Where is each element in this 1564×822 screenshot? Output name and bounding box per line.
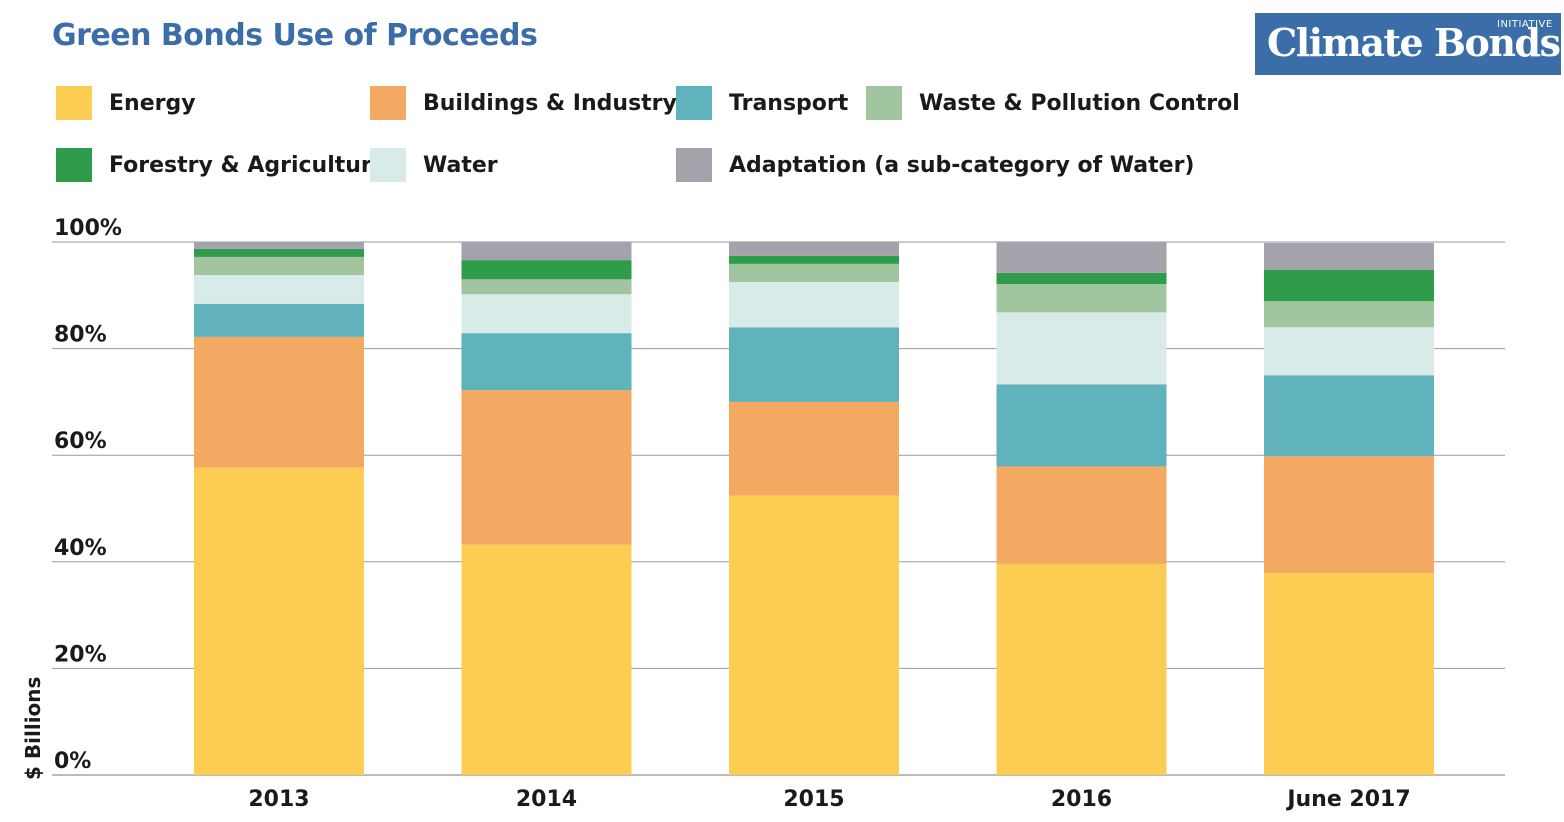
x-tick-label: June 2017 <box>1285 787 1410 812</box>
legend-item-water: Water <box>370 148 498 182</box>
bar-buildings-industry-2013 <box>194 336 364 468</box>
bar-waste-pollution-control-2013 <box>194 256 364 276</box>
bar-transport-2015 <box>729 327 899 402</box>
x-tick-label: 2016 <box>1051 787 1112 812</box>
legend-swatch-waste-pollution <box>866 86 902 120</box>
legend-swatch-adaptation <box>676 148 712 182</box>
logo-subtext: INITIATIVE <box>1497 19 1553 30</box>
legend-label-buildings-industry: Buildings & Industry <box>423 90 677 116</box>
x-tick-label: 2013 <box>248 787 309 812</box>
bar-forestry-agriculture-2015 <box>729 255 899 264</box>
bar-buildings-industry-2016 <box>996 466 1167 564</box>
bar-adaptation-a-sub-category-of-water-2015 <box>729 242 899 256</box>
bars <box>194 241 1434 775</box>
y-axis-ticks: 0% 20% 40% 60% 80% 100% <box>54 216 122 774</box>
legend-label-water: Water <box>423 152 498 178</box>
bar-waste-pollution-control-2015 <box>729 263 899 282</box>
bar-buildings-industry-2015 <box>729 401 899 496</box>
bar-energy-2013 <box>194 467 364 775</box>
bar-adaptation-a-sub-category-of-water-2016 <box>996 242 1167 273</box>
legend-item-buildings-industry: Buildings & Industry <box>370 86 677 120</box>
bar-forestry-agriculture-2013 <box>194 248 364 257</box>
y-tick-label: 20% <box>54 642 107 667</box>
bar-waste-pollution-control-2014 <box>461 279 632 295</box>
bar-water-2016 <box>996 312 1167 385</box>
bar-adaptation-a-sub-category-of-water-2014 <box>461 242 632 261</box>
x-tick-label: 2015 <box>783 787 844 812</box>
legend-swatch-buildings-industry <box>370 86 406 120</box>
bar-energy-june-2017 <box>1264 572 1434 775</box>
legend-swatch-transport <box>676 86 712 120</box>
bar-waste-pollution-control-2016 <box>996 284 1167 313</box>
bar-forestry-agriculture-2016 <box>996 272 1167 285</box>
legend-label-energy: Energy <box>109 90 196 116</box>
climate-bonds-logo: Climate Bonds INITIATIVE <box>1255 13 1561 75</box>
bar-water-june-2017 <box>1264 327 1434 376</box>
legend-item-waste-pollution: Waste & Pollution Control <box>866 86 1240 120</box>
bar-waste-pollution-control-june-2017 <box>1264 301 1434 328</box>
bar-transport-2016 <box>996 384 1167 467</box>
bar-water-2015 <box>729 281 899 328</box>
legend-swatch-forestry-agriculture <box>56 148 92 182</box>
bar-water-2014 <box>461 294 632 334</box>
bar-transport-2013 <box>194 303 364 337</box>
legend-item-adaptation: Adaptation (a sub-category of Water) <box>676 148 1194 182</box>
bar-adaptation-a-sub-category-of-water-june-2017 <box>1264 243 1434 270</box>
y-tick-label: 100% <box>54 216 122 241</box>
legend-swatch-energy <box>56 86 92 120</box>
chart-title: Green Bonds Use of Proceeds <box>52 18 538 53</box>
y-tick-label: 60% <box>54 429 107 454</box>
x-tick-label: 2014 <box>516 787 577 812</box>
bar-energy-2014 <box>461 544 632 775</box>
bar-energy-2016 <box>996 563 1167 775</box>
bar-transport-june-2017 <box>1264 375 1434 457</box>
logo-wordmark: Climate Bonds <box>1267 20 1561 65</box>
legend-item-energy: Energy <box>56 86 196 120</box>
legend-label-forestry-agriculture: Forestry & Agriculture <box>109 152 387 178</box>
y-tick-label: 80% <box>54 323 107 348</box>
x-axis-ticks: 2013 2014 2015 2016 June 2017 <box>248 787 1410 812</box>
bar-buildings-industry-2014 <box>461 390 632 545</box>
bar-forestry-agriculture-june-2017 <box>1264 269 1434 302</box>
legend-swatch-water <box>370 148 406 182</box>
legend-label-waste-pollution: Waste & Pollution Control <box>919 90 1240 116</box>
y-tick-label: 40% <box>54 536 107 561</box>
y-axis-label: $ Billions <box>21 677 45 780</box>
bar-transport-2014 <box>461 333 632 391</box>
legend-label-adaptation: Adaptation (a sub-category of Water) <box>729 152 1195 178</box>
bar-forestry-agriculture-2014 <box>461 260 632 280</box>
bar-adaptation-a-sub-category-of-water-2013 <box>194 241 364 249</box>
legend-label-transport: Transport <box>729 90 849 116</box>
y-tick-label: 0% <box>54 749 91 774</box>
legend-item-transport: Transport <box>676 86 848 120</box>
bar-buildings-industry-june-2017 <box>1264 456 1434 573</box>
bar-water-2013 <box>194 275 364 304</box>
bar-energy-2015 <box>729 495 899 775</box>
legend-item-forestry-agriculture: Forestry & Agriculture <box>56 148 387 182</box>
